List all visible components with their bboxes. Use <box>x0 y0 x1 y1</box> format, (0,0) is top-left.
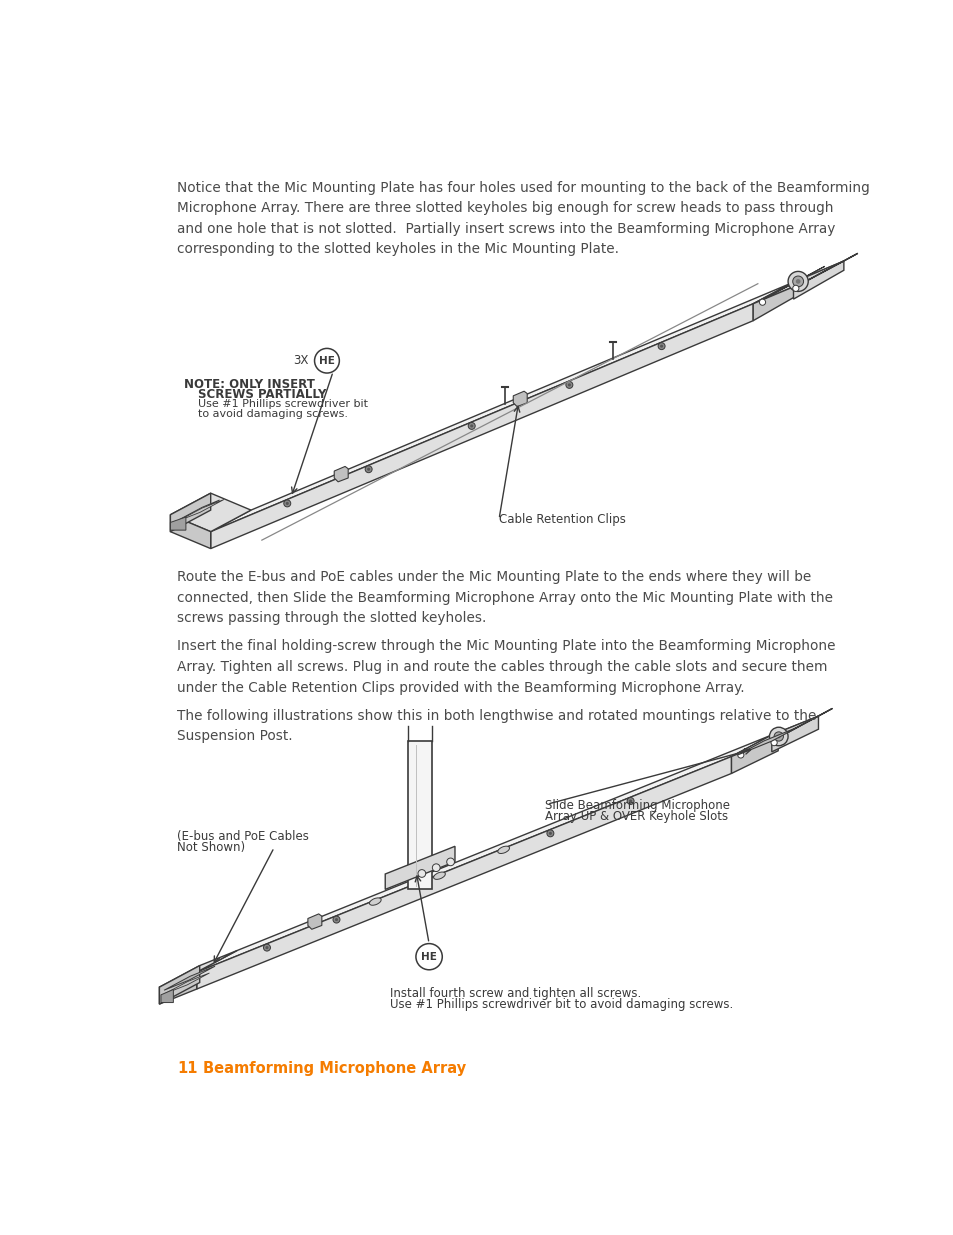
Circle shape <box>628 799 632 803</box>
Text: Beamforming Microphone Array: Beamforming Microphone Array <box>203 1061 466 1076</box>
Polygon shape <box>178 499 224 521</box>
Ellipse shape <box>434 872 445 879</box>
Circle shape <box>416 944 442 969</box>
Circle shape <box>417 869 425 877</box>
Polygon shape <box>171 515 211 548</box>
Circle shape <box>367 468 370 471</box>
Circle shape <box>546 830 554 837</box>
Circle shape <box>265 946 268 950</box>
Circle shape <box>567 383 570 387</box>
Polygon shape <box>771 716 818 752</box>
Polygon shape <box>196 757 731 989</box>
Polygon shape <box>159 951 236 987</box>
Text: to avoid damaging screws.: to avoid damaging screws. <box>198 409 348 419</box>
Circle shape <box>432 863 439 872</box>
Circle shape <box>548 832 552 835</box>
Text: Route the E-bus and PoE cables under the Mic Mounting Plate to the ends where th: Route the E-bus and PoE cables under the… <box>177 571 833 625</box>
Polygon shape <box>802 253 857 283</box>
Circle shape <box>658 342 664 350</box>
Circle shape <box>263 944 270 951</box>
Text: Slide Beamforming Microphone: Slide Beamforming Microphone <box>545 799 730 811</box>
Polygon shape <box>793 261 843 299</box>
Circle shape <box>776 735 780 739</box>
Circle shape <box>659 345 662 348</box>
Text: Use #1 Phillips screwdriver bit: Use #1 Phillips screwdriver bit <box>198 399 368 409</box>
Circle shape <box>759 299 765 305</box>
Circle shape <box>468 422 475 430</box>
Circle shape <box>626 798 634 804</box>
Circle shape <box>314 348 339 373</box>
Circle shape <box>446 858 454 866</box>
Text: Cable Retention Clips: Cable Retention Clips <box>498 513 625 526</box>
Polygon shape <box>513 391 527 406</box>
Circle shape <box>737 752 743 758</box>
Polygon shape <box>159 966 199 1004</box>
Text: HE: HE <box>318 357 335 367</box>
Circle shape <box>795 279 800 284</box>
Text: SCREWS PARTIALLY: SCREWS PARTIALLY <box>198 389 326 401</box>
Circle shape <box>770 740 777 746</box>
Text: 3X: 3X <box>293 354 308 367</box>
Polygon shape <box>161 989 173 1003</box>
Text: Install fourth screw and tighten all screws.: Install fourth screw and tighten all scr… <box>390 988 641 1000</box>
Circle shape <box>565 382 572 388</box>
Circle shape <box>792 285 798 291</box>
Circle shape <box>333 916 339 923</box>
Polygon shape <box>753 261 843 304</box>
Polygon shape <box>211 282 793 531</box>
Polygon shape <box>159 972 196 1004</box>
Circle shape <box>470 425 473 427</box>
Circle shape <box>285 501 289 505</box>
Polygon shape <box>196 735 771 972</box>
Polygon shape <box>171 517 186 530</box>
Circle shape <box>792 275 802 287</box>
Circle shape <box>283 500 291 506</box>
Ellipse shape <box>497 846 509 853</box>
Text: HE: HE <box>420 952 436 962</box>
Text: Not Shown): Not Shown) <box>177 841 245 855</box>
Ellipse shape <box>369 898 381 905</box>
Polygon shape <box>179 500 219 520</box>
Text: Use #1 Phillips screwdriver bit to avoid damaging screws.: Use #1 Phillips screwdriver bit to avoid… <box>390 998 733 1011</box>
Text: Insert the final holding-screw through the Mic Mounting Plate into the Beamformi: Insert the final holding-screw through t… <box>177 640 835 694</box>
Text: NOTE: ONLY INSERT: NOTE: ONLY INSERT <box>184 378 314 390</box>
Polygon shape <box>211 304 753 548</box>
Circle shape <box>769 727 787 746</box>
Text: Notice that the Mic Mounting Plate has four holes used for mounting to the back : Notice that the Mic Mounting Plate has f… <box>177 180 869 257</box>
Polygon shape <box>731 716 818 757</box>
Polygon shape <box>731 737 778 773</box>
Polygon shape <box>778 709 832 737</box>
Polygon shape <box>166 973 210 993</box>
Text: Array UP & OVER Keyhole Slots: Array UP & OVER Keyhole Slots <box>545 810 728 823</box>
Bar <box>408 741 432 889</box>
Polygon shape <box>171 493 251 531</box>
Text: The following illustrations show this in both lengthwise and rotated mountings r: The following illustrations show this in… <box>177 709 816 743</box>
Polygon shape <box>164 966 214 990</box>
Text: 11: 11 <box>177 1061 197 1076</box>
Polygon shape <box>753 283 802 321</box>
Circle shape <box>787 272 807 291</box>
Polygon shape <box>759 267 824 301</box>
Polygon shape <box>171 493 211 532</box>
Polygon shape <box>308 914 321 929</box>
Polygon shape <box>385 846 455 889</box>
Circle shape <box>773 732 782 741</box>
Text: (E-bus and PoE Cables: (E-bus and PoE Cables <box>177 830 309 844</box>
Polygon shape <box>334 467 348 482</box>
Polygon shape <box>737 727 797 755</box>
Circle shape <box>365 466 372 473</box>
Circle shape <box>335 918 337 921</box>
